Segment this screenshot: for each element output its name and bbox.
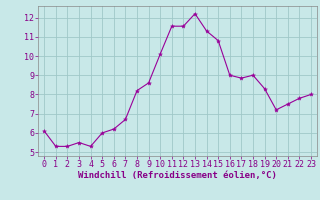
- X-axis label: Windchill (Refroidissement éolien,°C): Windchill (Refroidissement éolien,°C): [78, 171, 277, 180]
